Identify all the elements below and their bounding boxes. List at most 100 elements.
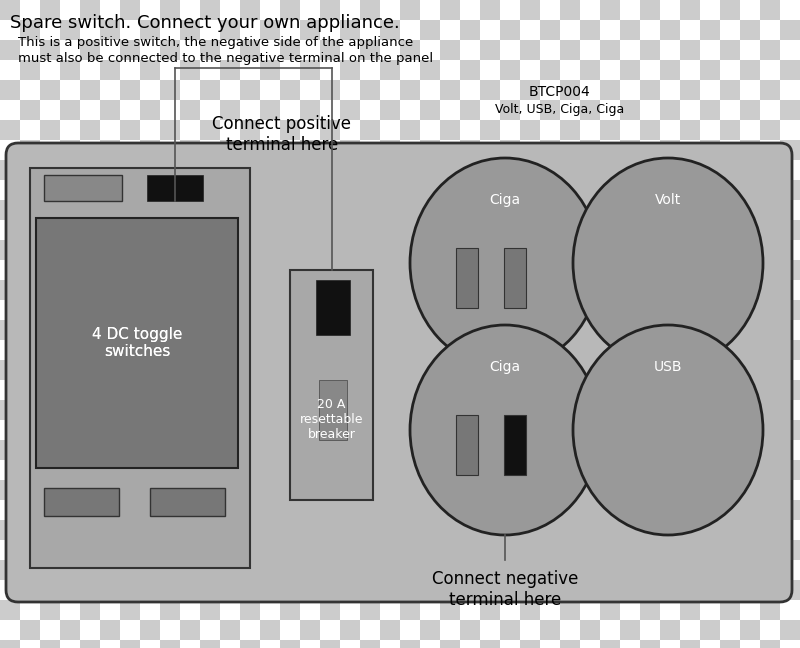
Bar — [600, 640, 620, 648]
Bar — [660, 540, 680, 560]
Bar — [700, 60, 720, 80]
Bar — [540, 400, 560, 420]
Bar — [760, 520, 780, 540]
Bar — [140, 320, 160, 340]
Bar — [380, 180, 400, 200]
Bar — [620, 40, 640, 60]
Bar — [780, 500, 800, 520]
Bar — [400, 640, 420, 648]
Bar — [380, 280, 400, 300]
Bar — [360, 360, 380, 380]
Bar — [740, 60, 760, 80]
Bar — [380, 60, 400, 80]
Bar — [680, 460, 700, 480]
Bar — [400, 320, 420, 340]
Bar — [360, 640, 380, 648]
Bar — [420, 320, 440, 340]
Bar — [620, 400, 640, 420]
Bar — [120, 620, 140, 640]
Bar — [200, 340, 220, 360]
Bar — [680, 20, 700, 40]
Bar — [520, 320, 540, 340]
Bar — [220, 500, 240, 520]
Bar — [220, 520, 240, 540]
Bar — [380, 520, 400, 540]
Bar — [380, 40, 400, 60]
Bar — [600, 540, 620, 560]
Bar — [0, 580, 20, 600]
Bar — [140, 420, 160, 440]
Bar — [240, 200, 260, 220]
Bar — [460, 300, 480, 320]
Bar — [540, 80, 560, 100]
Bar — [40, 220, 60, 240]
Bar — [420, 520, 440, 540]
Bar — [0, 360, 20, 380]
Bar — [180, 580, 200, 600]
Bar — [20, 80, 40, 100]
Bar — [400, 300, 420, 320]
Bar — [620, 500, 640, 520]
Bar — [680, 260, 700, 280]
Bar — [20, 380, 40, 400]
Text: Volt, USB, Ciga, Ciga: Volt, USB, Ciga, Ciga — [495, 103, 625, 116]
Bar — [400, 340, 420, 360]
Bar — [660, 240, 680, 260]
Bar — [504, 248, 526, 308]
Bar — [100, 340, 120, 360]
Bar — [520, 200, 540, 220]
Bar — [260, 600, 280, 620]
Bar — [740, 500, 760, 520]
Bar — [760, 120, 780, 140]
Bar — [720, 480, 740, 500]
Bar — [0, 0, 20, 20]
Bar — [500, 500, 520, 520]
Bar — [240, 80, 260, 100]
Bar — [160, 240, 180, 260]
Bar — [660, 220, 680, 240]
Bar — [60, 540, 80, 560]
Bar — [360, 80, 380, 100]
Bar — [660, 420, 680, 440]
Bar — [340, 480, 360, 500]
Bar — [320, 320, 340, 340]
Bar — [160, 340, 180, 360]
Bar — [700, 300, 720, 320]
Bar — [640, 200, 660, 220]
Bar — [120, 500, 140, 520]
Bar — [640, 60, 660, 80]
Bar — [160, 0, 180, 20]
Bar — [160, 300, 180, 320]
Bar — [460, 260, 480, 280]
Bar — [60, 60, 80, 80]
Bar — [640, 20, 660, 40]
Bar — [240, 40, 260, 60]
Bar — [460, 80, 480, 100]
Bar — [780, 260, 800, 280]
Bar — [300, 60, 320, 80]
Bar — [280, 200, 300, 220]
Bar — [500, 140, 520, 160]
Bar — [40, 40, 60, 60]
Bar — [320, 600, 340, 620]
Bar — [500, 540, 520, 560]
Bar — [520, 420, 540, 440]
Bar — [400, 400, 420, 420]
Bar — [680, 520, 700, 540]
Bar — [280, 380, 300, 400]
Bar — [580, 40, 600, 60]
Bar — [520, 300, 540, 320]
Bar — [160, 360, 180, 380]
Bar — [700, 480, 720, 500]
Bar — [540, 540, 560, 560]
Bar — [300, 200, 320, 220]
Bar — [240, 240, 260, 260]
Bar — [60, 220, 80, 240]
Bar — [260, 520, 280, 540]
Bar — [80, 0, 100, 20]
Bar — [520, 260, 540, 280]
Bar — [640, 460, 660, 480]
Bar — [160, 40, 180, 60]
Bar — [60, 380, 80, 400]
Bar — [20, 580, 40, 600]
